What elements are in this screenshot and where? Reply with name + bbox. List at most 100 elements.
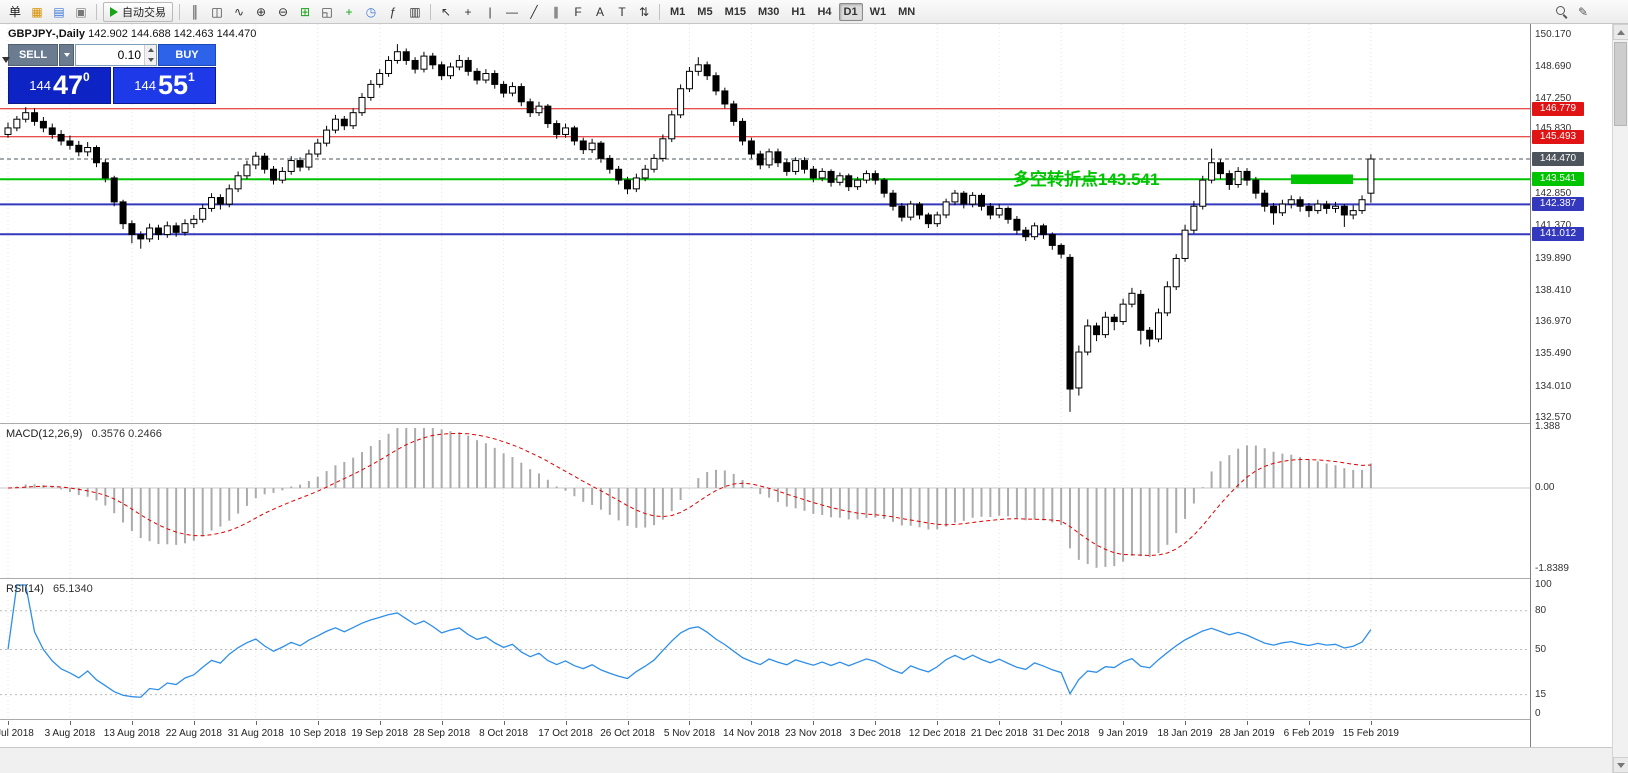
date-tick xyxy=(379,721,381,725)
timeframe-m5-button[interactable]: M5 xyxy=(697,6,713,18)
sell-price-small: 144 xyxy=(29,78,51,93)
arrows-icon[interactable]: ⇅ xyxy=(638,4,650,19)
price-axis[interactable]: 150.170148.690147.250145.830144.390142.8… xyxy=(1530,24,1612,747)
sell-price-button[interactable]: 144 47 0 xyxy=(8,67,111,104)
buy-button[interactable]: BUY xyxy=(158,44,216,66)
timeframe-m30-button[interactable]: M30 xyxy=(757,6,780,18)
price-axis-label: 150.170 xyxy=(1535,29,1572,40)
timeframe-mn-button[interactable]: MN xyxy=(898,6,916,18)
date-label: 28 Sep 2018 xyxy=(413,728,470,739)
timeframe-w1-button[interactable]: W1 xyxy=(869,6,887,18)
level-price-badge: 141.012 xyxy=(1532,227,1584,242)
sell-button[interactable]: SELL xyxy=(8,44,58,66)
scroll-down-button[interactable] xyxy=(1613,757,1628,773)
date-label: 23 Nov 2018 xyxy=(784,728,842,739)
scroll-thumb[interactable] xyxy=(1614,42,1627,126)
vertical-scrollbar[interactable] xyxy=(1612,24,1628,773)
date-tick xyxy=(441,721,443,725)
level-price-badge: 143.541 xyxy=(1532,172,1584,187)
new-chart-icon[interactable]: + xyxy=(345,4,353,19)
templates-icon[interactable]: ▥ xyxy=(409,4,421,19)
arrange-windows-icon[interactable]: ◱ xyxy=(321,4,333,19)
date-tick xyxy=(1061,721,1063,725)
price-axis-label: 138.410 xyxy=(1535,284,1572,296)
macd-axis-label: 0.00 xyxy=(1535,482,1555,493)
text-icon[interactable]: A xyxy=(595,4,604,19)
buy-price-sup: 1 xyxy=(188,69,195,84)
panel-separator[interactable] xyxy=(0,423,1612,425)
highlight-rectangle[interactable] xyxy=(1291,174,1353,185)
price-axis-label: 141.370 xyxy=(1535,220,1572,232)
auto-scroll-icon[interactable]: ◷ xyxy=(365,4,377,19)
tile-windows-icon[interactable]: ⊞ xyxy=(299,4,311,19)
date-tick xyxy=(751,721,753,725)
macd-chart[interactable] xyxy=(0,425,1530,578)
navigator-icon[interactable]: ▤ xyxy=(53,4,65,19)
timeframe-h1-button[interactable]: H1 xyxy=(791,6,806,18)
horizontal-line-icon[interactable]: — xyxy=(506,4,518,19)
volume-up-button[interactable] xyxy=(145,45,156,55)
buy-price-button[interactable]: 144 55 1 xyxy=(113,67,216,104)
buy-price-small: 144 xyxy=(134,78,156,93)
date-label: 14 Nov 2018 xyxy=(723,728,780,739)
date-label: 15 Feb 2019 xyxy=(1342,728,1399,739)
timeframe-d1-button[interactable]: D1 xyxy=(838,3,863,21)
volume-down-button[interactable] xyxy=(145,55,156,65)
rsi-axis-label: 0 xyxy=(1535,708,1541,719)
text-label-icon[interactable]: T xyxy=(618,4,626,19)
new-order-icon[interactable]: 单 xyxy=(8,4,21,19)
date-tick xyxy=(503,721,505,725)
level-price-badge: 146.779 xyxy=(1532,101,1584,116)
zoom-in-icon[interactable]: ⊕ xyxy=(255,4,267,19)
date-tick xyxy=(1308,721,1310,725)
indicators-icon[interactable]: ƒ xyxy=(389,4,397,19)
trendline-icon[interactable]: ╱ xyxy=(530,4,538,19)
date-label: 31 Dec 2018 xyxy=(1032,728,1090,739)
sell-dropdown[interactable] xyxy=(59,44,74,66)
line-chart-icon[interactable]: ∿ xyxy=(233,4,245,19)
timeframe-m1-button[interactable]: M1 xyxy=(670,6,686,18)
symbol-name: GBPJPY-,Daily xyxy=(8,28,86,40)
current-price-badge: 144.470 xyxy=(1532,152,1584,167)
date-label: 19 Sep 2018 xyxy=(351,728,409,739)
date-label: 31 Aug 2018 xyxy=(227,728,284,739)
one-click-collapse-arrow[interactable] xyxy=(2,57,10,63)
date-label: 28 Jan 2019 xyxy=(1219,728,1275,739)
timeframe-m15-button[interactable]: M15 xyxy=(724,6,746,18)
cursor-icon[interactable]: ↖ xyxy=(440,4,452,19)
terminal-icon[interactable]: ▣ xyxy=(75,4,87,19)
price-axis-label: 135.490 xyxy=(1535,348,1572,360)
date-label: 13 Aug 2018 xyxy=(103,728,160,739)
volume-input[interactable] xyxy=(76,45,145,65)
date-label: 8 Oct 2018 xyxy=(479,728,529,739)
time-axis[interactable]: 25 Jul 2018 3 Aug 2018 13 Aug 2018 22 Aug 2… xyxy=(0,721,1530,747)
rsi-chart[interactable] xyxy=(0,580,1530,719)
rsi-axis-label: 15 xyxy=(1535,688,1547,700)
candlestick-chart-icon[interactable]: ◫ xyxy=(211,4,223,19)
turning-point-annotation[interactable]: 多空转折点143.541 xyxy=(1013,169,1159,189)
fibonacci-icon[interactable]: F xyxy=(574,4,582,19)
timeframe-h4-button[interactable]: H4 xyxy=(817,6,832,18)
equidistant-channel-icon[interactable]: ∥ xyxy=(553,4,559,19)
bar-chart-icon[interactable]: ║ xyxy=(190,4,200,19)
scroll-up-button[interactable] xyxy=(1613,24,1628,40)
search-icon[interactable] xyxy=(1551,2,1571,22)
price-axis-label: 142.850 xyxy=(1535,188,1572,200)
date-tick xyxy=(937,721,939,725)
level-price-badge: 142.387 xyxy=(1532,197,1584,212)
macd-signal-line xyxy=(7,432,1371,557)
macd-axis-label: 1.388 xyxy=(1535,420,1561,432)
volume-stepper xyxy=(144,45,156,65)
panel-separator[interactable] xyxy=(0,578,1612,580)
market-watch-icon[interactable]: ▦ xyxy=(31,4,43,19)
crosshair-icon[interactable]: + xyxy=(464,4,472,19)
edit-icon[interactable]: ✎ xyxy=(1577,4,1589,19)
vertical-line-icon[interactable]: | xyxy=(488,4,492,19)
symbol-ohlc: 142.902 144.688 142.463 144.470 xyxy=(88,28,257,40)
price-chart[interactable]: 多空转折点143.541 xyxy=(0,24,1530,423)
date-tick xyxy=(1185,721,1187,725)
panel-separator[interactable] xyxy=(0,719,1612,721)
price-axis-label: 148.690 xyxy=(1535,61,1572,73)
zoom-out-icon[interactable]: ⊖ xyxy=(277,4,289,19)
autotrade-button[interactable]: 自动交易 xyxy=(103,1,173,22)
